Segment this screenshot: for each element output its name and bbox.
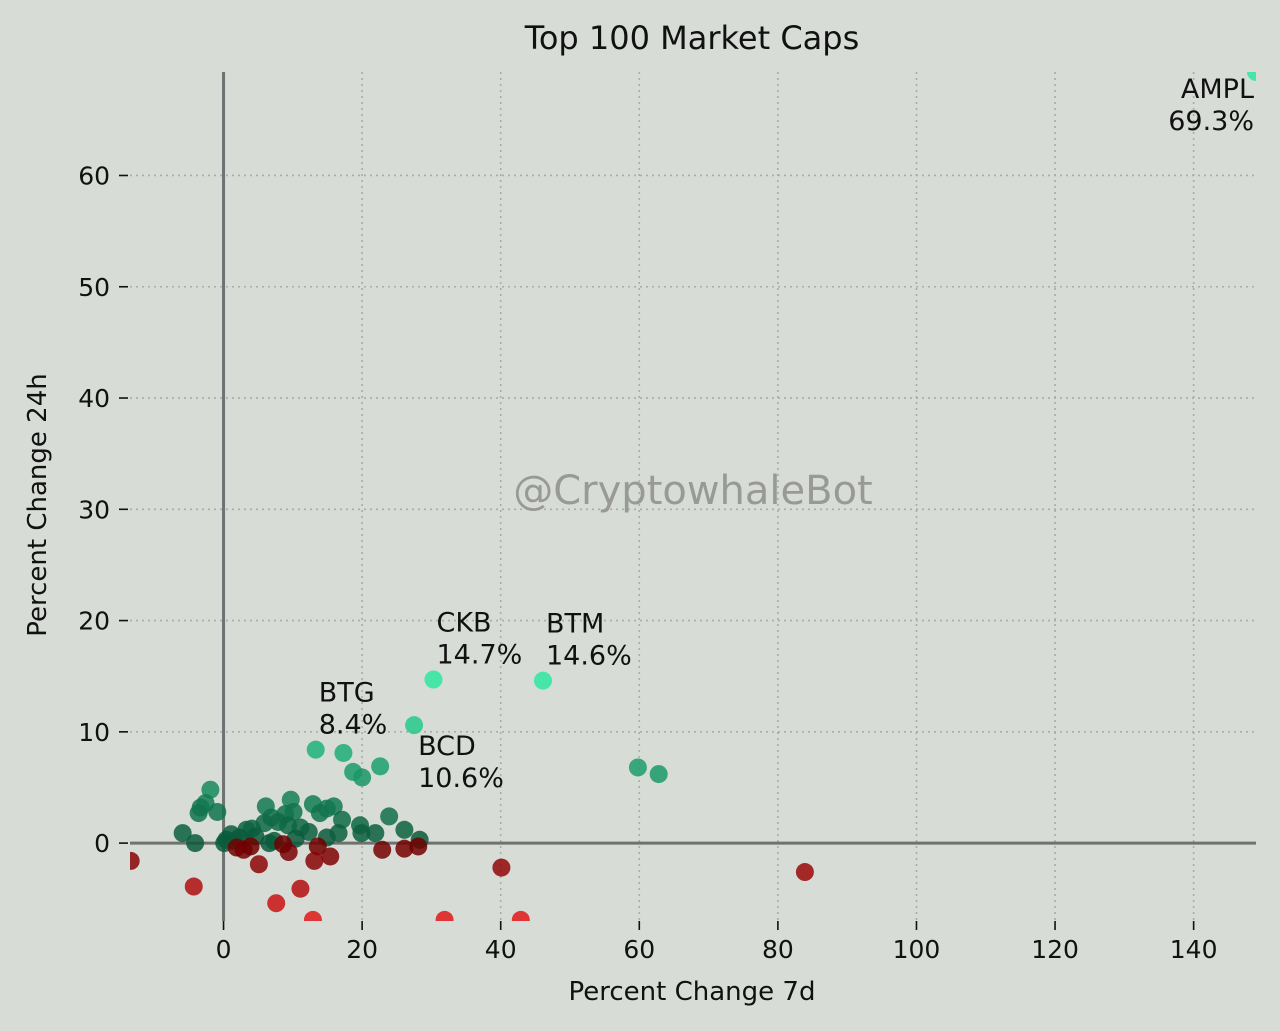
- scatter-point: [260, 834, 279, 853]
- watermark: @CryptowhaleBot: [513, 468, 873, 514]
- scatter-point: [306, 740, 325, 759]
- scatter-point: [424, 670, 443, 689]
- y-tick-label: 0: [94, 829, 110, 858]
- y-tick-label: 60: [78, 161, 110, 190]
- scatter-point: [305, 851, 324, 870]
- scatter-point: [405, 716, 424, 735]
- scatter-point: [303, 910, 322, 921]
- x-tick-label: 100: [893, 935, 941, 964]
- annotation-value: 14.7%: [437, 640, 523, 671]
- scatter-point: [310, 804, 329, 823]
- scatter-point: [274, 835, 293, 854]
- scatter-point: [492, 858, 511, 877]
- x-tick-label: 80: [762, 935, 794, 964]
- x-tick-label: 20: [346, 935, 378, 964]
- scatter-point: [189, 804, 208, 823]
- annotation-value: 14.6%: [546, 641, 632, 672]
- x-tick-label: 0: [216, 935, 232, 964]
- scatter-point: [649, 765, 668, 784]
- x-tick-label: 140: [1170, 935, 1218, 964]
- scatter-point: [352, 824, 371, 843]
- scatter-points: [130, 72, 1256, 921]
- scatter-point: [353, 768, 372, 787]
- scatter-point: [308, 837, 327, 856]
- annotation-name: CKB: [437, 608, 492, 639]
- y-axis-label: Percent Change 24h: [23, 373, 53, 636]
- scatter-point: [173, 824, 192, 843]
- scatter-point: [373, 840, 392, 859]
- scatter-point: [795, 863, 814, 882]
- scatter-point: [628, 758, 647, 777]
- scatter-point: [1247, 72, 1256, 81]
- scatter-point: [267, 894, 286, 913]
- y-tick-label: 50: [78, 273, 110, 302]
- annotation-name: BCD: [418, 731, 476, 762]
- x-tick-label: 60: [623, 935, 655, 964]
- scatter-point: [184, 877, 203, 896]
- y-tick-label: 40: [78, 384, 110, 413]
- grid: [130, 72, 1256, 921]
- annotation-name: BTM: [546, 609, 604, 640]
- scatter-point: [208, 802, 227, 821]
- x-tick-label: 120: [1031, 935, 1079, 964]
- scatter-point: [366, 824, 385, 843]
- x-axis-label: Percent Change 7d: [569, 977, 816, 1007]
- annotation-value: 10.6%: [418, 763, 504, 794]
- scatter-point: [227, 838, 246, 857]
- chart-title: Top 100 Market Caps: [524, 19, 860, 57]
- y-tick-label: 20: [78, 607, 110, 636]
- scatter-point: [533, 671, 552, 690]
- scatter-point: [380, 807, 399, 826]
- y-tick-label: 30: [78, 495, 110, 524]
- annotation-value: 8.4%: [319, 710, 388, 741]
- scatter-point: [321, 847, 340, 866]
- scatter-point: [291, 879, 310, 898]
- scatter-point: [435, 910, 454, 921]
- scatter-point: [329, 824, 348, 843]
- scatter-point: [186, 834, 205, 853]
- scatter-point: [409, 837, 428, 856]
- annotation-name: AMPL: [1181, 74, 1254, 105]
- scatter-point: [511, 910, 530, 921]
- annotation-value: 69.3%: [1168, 106, 1254, 137]
- x-axis-ticks: 0 20 40 60 80 100 120 140: [216, 921, 1218, 964]
- scatter-point: [395, 839, 414, 858]
- scatter-point: [371, 757, 390, 776]
- scatter-point: [130, 851, 140, 870]
- scatter-point: [241, 837, 260, 856]
- scatter-point: [395, 820, 414, 839]
- scatter-point: [249, 855, 268, 874]
- x-tick-label: 40: [485, 935, 517, 964]
- y-axis-ticks: 0 10 20 30 40 50 60: [78, 161, 128, 858]
- annotation-name: BTG: [319, 678, 375, 709]
- scatter-point: [334, 743, 353, 762]
- y-tick-label: 10: [78, 718, 110, 747]
